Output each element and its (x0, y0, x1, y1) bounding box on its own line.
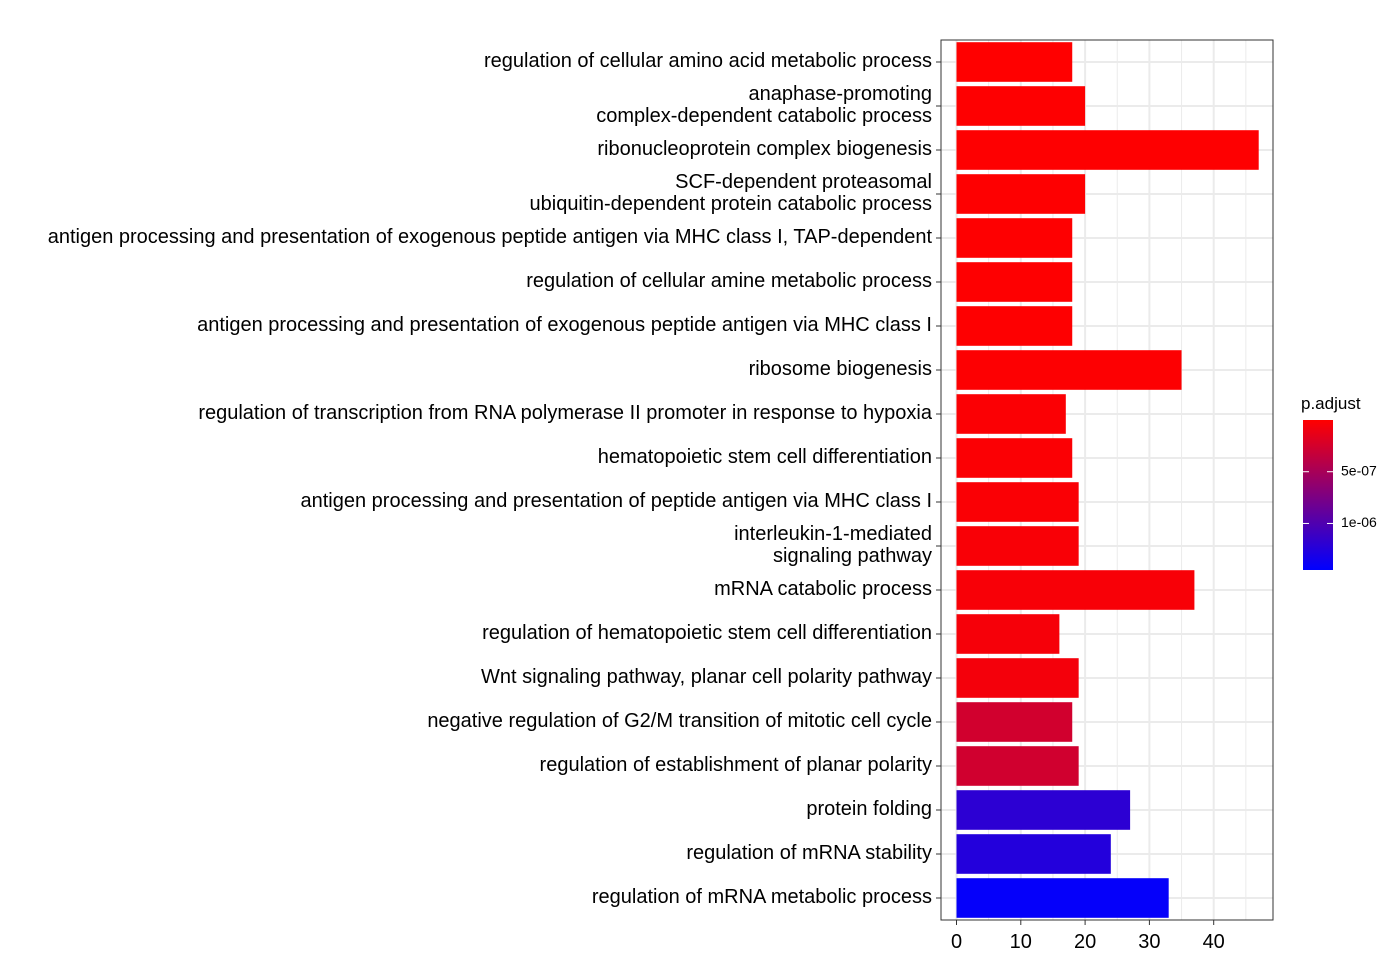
y-tick-label: antigen processing and presentation of p… (301, 490, 933, 512)
x-tick-label: 20 (1074, 931, 1096, 953)
y-tick-label: mRNA catabolic process (714, 578, 932, 600)
y-tick-label: regulation of transcription from RNA pol… (198, 402, 933, 424)
bar (956, 658, 1079, 698)
x-tick-label: 0 (951, 931, 962, 953)
y-tick-label: negative regulation of G2/M transition o… (427, 710, 932, 732)
x-tick-label: 40 (1203, 931, 1225, 953)
bar (956, 702, 1073, 742)
bar (956, 218, 1073, 258)
y-tick-label: protein folding (806, 798, 932, 820)
bar (956, 262, 1073, 302)
y-tick-label: ribonucleoprotein complex biogenesis (597, 138, 932, 160)
bars (956, 42, 1259, 918)
panel-border (940, 39, 1274, 921)
bar (956, 570, 1195, 610)
y-tick-label: regulation of cellular amino acid metabo… (484, 50, 932, 72)
y-tick-label: regulation of establishment of planar po… (540, 754, 932, 776)
x-tick-label: 30 (1138, 931, 1160, 953)
x-axis-ticks: 0 10 20 30 40 (951, 920, 1225, 953)
y-tick-label: regulation of hematopoietic stem cell di… (482, 622, 932, 644)
bar (956, 790, 1131, 830)
bar (956, 394, 1066, 434)
bar (956, 834, 1111, 874)
bar (956, 174, 1086, 214)
legend-tick-label: 1e-06 (1341, 514, 1377, 530)
legend-title: p.adjust (1301, 394, 1361, 413)
bar (956, 130, 1259, 170)
y-tick-label: regulation of mRNA stability (686, 842, 932, 864)
bar (956, 306, 1073, 346)
y-tick-label: interleukin-1-mediated signaling pathway (734, 523, 932, 567)
y-axis-ticks: regulation of cellular amino acid metabo… (48, 50, 941, 908)
y-tick-label: regulation of mRNA metabolic process (592, 886, 932, 908)
bar (956, 878, 1169, 918)
bar (956, 438, 1073, 478)
y-tick-label: hematopoietic stem cell differentiation (598, 446, 932, 468)
y-tick-label: SCF-dependent proteasomal ubiquitin-depen… (530, 171, 933, 215)
y-tick-label: regulation of cellular amine metabolic p… (526, 270, 932, 292)
legend: p.adjust 5e-07 1e-06 (1301, 394, 1377, 570)
bar (956, 746, 1079, 786)
y-tick-label: Wnt signaling pathway, planar cell polar… (481, 666, 932, 688)
bar (956, 526, 1079, 566)
bar (956, 86, 1086, 126)
y-tick-label: antigen processing and presentation of e… (197, 314, 932, 336)
bar (956, 42, 1073, 82)
x-tick-label: 10 (1010, 931, 1032, 953)
y-tick-label: anaphase-promoting complex-dependent cata… (596, 83, 932, 127)
legend-tick-label: 5e-07 (1341, 462, 1377, 478)
bar (956, 614, 1060, 654)
y-tick-label: antigen processing and presentation of e… (48, 226, 933, 248)
legend-colorbar (1303, 420, 1333, 570)
bar (956, 350, 1182, 390)
bar (956, 482, 1079, 522)
y-tick-label: ribosome biogenesis (749, 358, 932, 380)
